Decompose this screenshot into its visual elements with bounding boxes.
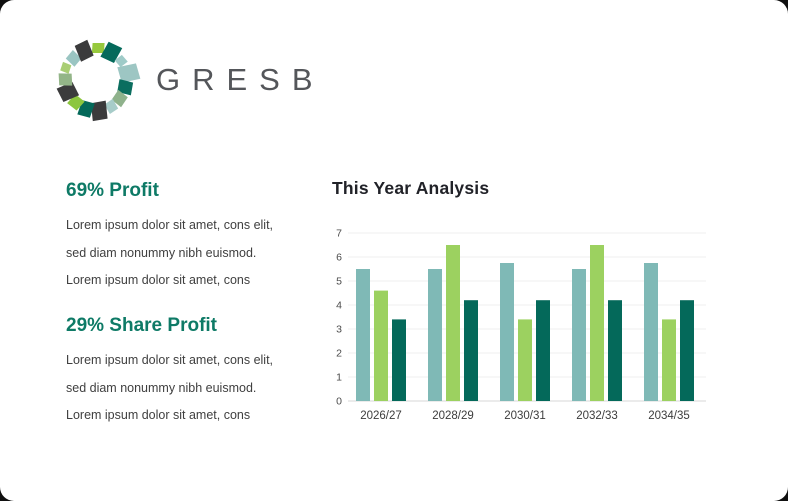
stat-section-share-profit: 29% Share Profit Lorem ipsum dolor sit a… — [66, 315, 326, 430]
bar-series-1-2026-27 — [356, 269, 370, 401]
y-tick-label: 2 — [336, 348, 342, 360]
logo-segment — [111, 89, 128, 108]
logo-segment — [91, 43, 105, 53]
bar-series-2-2034-35 — [662, 319, 676, 401]
x-tick-label: 2032/33 — [576, 410, 618, 422]
bar-series-3-2026-27 — [392, 319, 406, 401]
logo-segment — [65, 50, 82, 67]
chart-title: This Year Analysis — [332, 178, 490, 198]
logo-segment — [56, 81, 80, 102]
chart-section: This Year Analysis 0 1 2 3 4 5 6 7 2026/27 2028/2… — [332, 178, 722, 429]
y-tick-label: 4 — [336, 300, 342, 312]
stat-text-line: Lorem ipsum dolor sit amet, cons — [66, 273, 251, 287]
bar-series-1-2032-33 — [572, 269, 586, 401]
bar-series-3-2034-35 — [680, 300, 694, 401]
gresb-wordmark: GRESB — [156, 62, 325, 97]
stat-section-profit: 69% Profit Lorem ipsum dolor sit amet, c… — [66, 180, 326, 295]
logo-segment — [58, 73, 73, 86]
stat-text-line: Lorem ipsum dolor sit amet, cons — [66, 408, 251, 422]
bar-series-3-2028-29 — [464, 300, 478, 401]
y-tick-label: 6 — [336, 252, 342, 264]
bar-series-3-2030-31 — [536, 300, 550, 401]
y-tick-label: 3 — [336, 324, 342, 336]
bar-series-3-2032-33 — [608, 300, 622, 401]
bar-series-1-2030-31 — [500, 263, 514, 401]
logo-segment — [60, 61, 72, 74]
logo-segment — [74, 39, 94, 62]
logo-segment — [117, 63, 141, 83]
logo-segment — [114, 54, 128, 68]
bar-series-1-2034-35 — [644, 263, 658, 401]
stat-text-line: Lorem ipsum dolor sit amet, cons elit, — [66, 218, 274, 232]
logo-segment — [104, 98, 119, 115]
logo-segment — [100, 41, 123, 64]
x-tick-label: 2028/29 — [432, 410, 474, 422]
logo-segment — [117, 79, 134, 96]
bar-chart: 0 1 2 3 4 5 6 7 2026/27 2028/29 2030/31 2032/33 2034… — [336, 229, 706, 422]
y-tick-label: 5 — [336, 276, 342, 288]
y-tick-label: 0 — [336, 396, 342, 408]
y-tick-label: 7 — [336, 229, 342, 240]
bar-series-2-2026-27 — [374, 290, 388, 401]
logo-segment — [90, 100, 108, 122]
gresb-logo: GRESB — [50, 34, 325, 126]
bar-series-2-2028-29 — [446, 245, 460, 401]
bar-series-1-2028-29 — [428, 269, 442, 401]
bar-series-2-2032-33 — [590, 245, 604, 401]
gresb-ring-icon — [56, 39, 141, 122]
x-tick-label: 2030/31 — [504, 410, 546, 422]
bar-series-2-2030-31 — [518, 319, 532, 401]
stat-text-line: sed diam nonummy nibh euismod. — [66, 380, 257, 395]
y-tick-label: 1 — [336, 372, 342, 384]
x-tick-label: 2034/35 — [648, 410, 690, 422]
stat-title-profit: 69% Profit — [66, 180, 159, 201]
stat-text-line: sed diam nonummy nibh euismod. — [66, 245, 257, 260]
x-tick-label: 2026/27 — [360, 410, 402, 422]
stat-text-line: Lorem ipsum dolor sit amet, cons elit, — [66, 353, 274, 367]
stat-title-share-profit: 29% Share Profit — [66, 315, 217, 336]
